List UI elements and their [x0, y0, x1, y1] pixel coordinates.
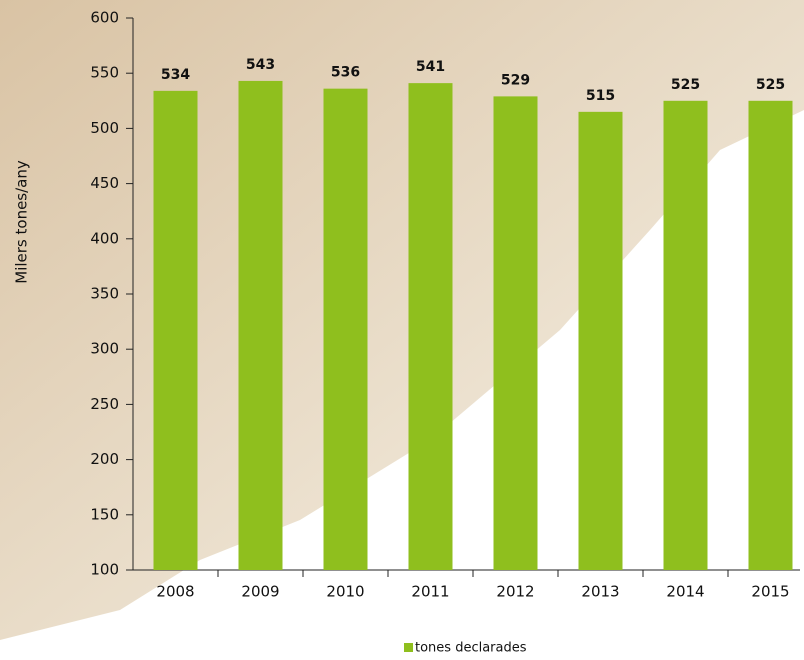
x-tick-label: 2012 [496, 583, 534, 601]
y-tick-label: 150 [90, 505, 119, 523]
x-tick-label: 2013 [581, 583, 619, 601]
x-tick-label: 2015 [751, 583, 789, 601]
x-tick-label: 2014 [666, 583, 704, 601]
value-label: 534 [161, 67, 190, 83]
y-tick-label: 200 [90, 450, 119, 468]
x-tick-label: 2009 [241, 583, 279, 601]
y-tick-label: 350 [90, 285, 119, 303]
value-label: 525 [671, 77, 700, 93]
y-tick-label: 550 [90, 64, 119, 82]
y-tick-label: 600 [90, 9, 119, 27]
value-label: 543 [246, 57, 275, 73]
y-tick-label: 450 [90, 174, 119, 192]
y-axis-label: Milers tones/any [13, 160, 31, 284]
x-tick-label: 2008 [156, 583, 194, 601]
x-tick-label: 2010 [326, 583, 364, 601]
x-tick-label: 2011 [411, 583, 449, 601]
bar [579, 112, 623, 570]
bar [324, 89, 368, 570]
value-label: 525 [756, 77, 785, 93]
value-label: 536 [331, 65, 360, 81]
value-label: 529 [501, 72, 530, 88]
legend-label: tones declarades [415, 641, 527, 656]
y-tick-label: 300 [90, 340, 119, 358]
bar [664, 101, 708, 570]
chart: Milers tones/any 100 150 200 250 300 350 400 45… [0, 0, 804, 656]
bar [494, 96, 538, 570]
bar [749, 101, 793, 570]
legend-swatch [404, 643, 413, 652]
y-tick-label: 500 [90, 119, 119, 137]
y-tick-label: 100 [90, 561, 119, 579]
bar [154, 91, 198, 570]
bar [409, 83, 453, 570]
y-tick-label: 250 [90, 395, 119, 413]
value-label: 541 [416, 59, 445, 75]
y-tick-label: 400 [90, 229, 119, 247]
value-label: 515 [586, 88, 615, 104]
bar [239, 81, 283, 570]
